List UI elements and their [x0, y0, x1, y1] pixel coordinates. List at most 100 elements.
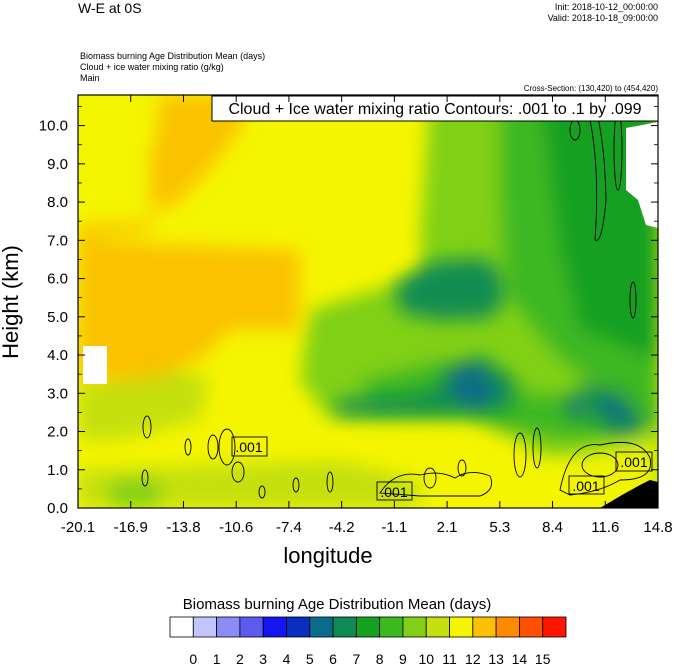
field-lowlevel-green: [110, 480, 160, 508]
contour-info-box: [211, 95, 659, 122]
contour-line: [141, 469, 149, 487]
colorbar-label: 14: [512, 651, 528, 667]
colorbar-swatch: [402, 616, 427, 638]
colorbar-label: 1: [213, 651, 221, 667]
contour-line: [326, 471, 334, 493]
field-blue-core: [445, 360, 500, 412]
plot-title: W-E at 0S: [78, 0, 142, 16]
colorbar-label: 3: [259, 651, 267, 667]
contour-label-box: [376, 481, 413, 501]
field-orange-top: [150, 95, 250, 210]
colorbar-label: 12: [465, 651, 481, 667]
missing-data-left: [83, 346, 107, 384]
contour-line: [218, 428, 236, 466]
contour-line: [292, 477, 300, 493]
colorbar-swatch: [542, 616, 567, 638]
colorbar-swatch: [262, 616, 287, 638]
colorbar-title: Biomass burning Age Distribution Mean (d…: [182, 596, 492, 613]
x-tick-label: 2.1: [437, 519, 458, 536]
colorbar-label: 13: [488, 651, 504, 667]
contour-label-text: .001: [380, 484, 407, 500]
colorbar-swatch: [495, 616, 520, 638]
x-tick-label: 11.6: [591, 519, 619, 536]
contour-label: .001: [376, 481, 413, 501]
cross-section-label: Cross-Section: (130,420) to (454,420): [523, 84, 658, 93]
x-tick-label: -7.4: [276, 519, 302, 536]
y-tick-label: 0.0: [47, 500, 68, 517]
colorbar-label: 7: [352, 651, 360, 667]
colorbar-swatch: [379, 616, 404, 638]
x-tick-label: -16.9: [114, 519, 148, 536]
contour-line: [457, 459, 467, 477]
missing-data-right: [626, 122, 658, 228]
colorbar-label: 11: [442, 651, 457, 667]
contour-label: .001: [568, 475, 605, 495]
x-axis-label: longitude: [283, 543, 372, 568]
valid-time: Valid: 2018-10-18_09:00:00: [547, 13, 658, 23]
field-label-3: Main: [80, 73, 100, 83]
contour-line: [629, 281, 637, 319]
colorbar-label: 5: [306, 651, 314, 667]
colorbar-swatch: [449, 616, 474, 638]
y-tick-label: 2.0: [47, 424, 68, 441]
contour-line: [581, 452, 619, 478]
field-orange-mid: [78, 240, 300, 380]
colorbar-swatch: [169, 616, 194, 638]
colorbar-label: 10: [418, 651, 434, 667]
field-blue-small: [565, 395, 585, 418]
x-tick-label: 14.8: [643, 519, 672, 536]
field-blue-right: [600, 395, 630, 425]
colorbar: 0 1 2 3 4 5 6 7 8 9 10 11 12 13 14 15: [169, 616, 567, 667]
contour-label-text: .001: [572, 478, 599, 494]
terrain-shading: [600, 480, 658, 508]
y-axis: 0.0 1.0 2.0 3.0 4.0 5.0 6.0 7.0 8.0 9.0 10.0: [39, 106, 658, 517]
contour-label-box: [231, 436, 268, 457]
colorbar-label: 0: [189, 651, 197, 667]
contour-label-box: [568, 475, 605, 495]
colorbar-swatch: [192, 616, 217, 638]
field-label-2: Cloud + ice water mixing ratio (g/kg): [80, 62, 224, 72]
y-tick-label: 10.0: [39, 118, 68, 135]
contour-label-text: .001: [235, 439, 262, 455]
x-tick-label: -20.1: [61, 519, 95, 536]
contour-labels: .001 .001 .001 .001: [231, 436, 653, 501]
colorbar-label: 4: [283, 651, 291, 667]
contour-line: [532, 427, 542, 469]
contour-line: [142, 415, 152, 439]
colorbar-swatch: [309, 616, 334, 638]
contour-line: [184, 438, 192, 456]
colorbar-swatch: [519, 616, 544, 638]
y-tick-label: 6.0: [47, 271, 68, 288]
x-tick-label: 5.3: [489, 519, 510, 536]
colorbar-label: 9: [399, 651, 407, 667]
contour-line: [379, 472, 493, 497]
colorbar-swatch: [332, 616, 357, 638]
colorbar-swatch: [286, 616, 311, 638]
y-tick-label: 4.0: [47, 347, 68, 364]
colorbar-swatch: [425, 616, 450, 638]
x-tick-label: 8.4: [542, 519, 563, 536]
y-tick-label: 8.0: [47, 194, 68, 211]
colorbar-label: 15: [535, 651, 551, 667]
contour-label-text: .001: [620, 454, 647, 470]
field-yellow-lowright: [540, 440, 658, 508]
contour-label: .001: [231, 436, 268, 457]
plot-frame: [77, 94, 659, 509]
y-tick-label: 5.0: [47, 309, 68, 326]
y-tick-label: 1.0: [47, 462, 68, 479]
contour-label-box: [615, 451, 653, 472]
shaded-field: [78, 95, 658, 508]
contour-line: [513, 432, 527, 478]
contour-line: [258, 485, 266, 499]
colorbar-label: 6: [329, 651, 337, 667]
contour-info-text: Cloud + Ice water mixing ratio Contours:…: [228, 101, 641, 118]
field-label-1: Biomass burning Age Distribution Mean (d…: [80, 51, 266, 61]
colorbar-label: 2: [236, 651, 244, 667]
y-axis-label: Height (km): [0, 245, 23, 359]
contour-line: [231, 461, 245, 483]
contour-line: [423, 467, 437, 489]
y-tick-label: 7.0: [47, 232, 68, 249]
y-tick-label: 3.0: [47, 385, 68, 402]
field-orange-upper: [78, 95, 260, 240]
